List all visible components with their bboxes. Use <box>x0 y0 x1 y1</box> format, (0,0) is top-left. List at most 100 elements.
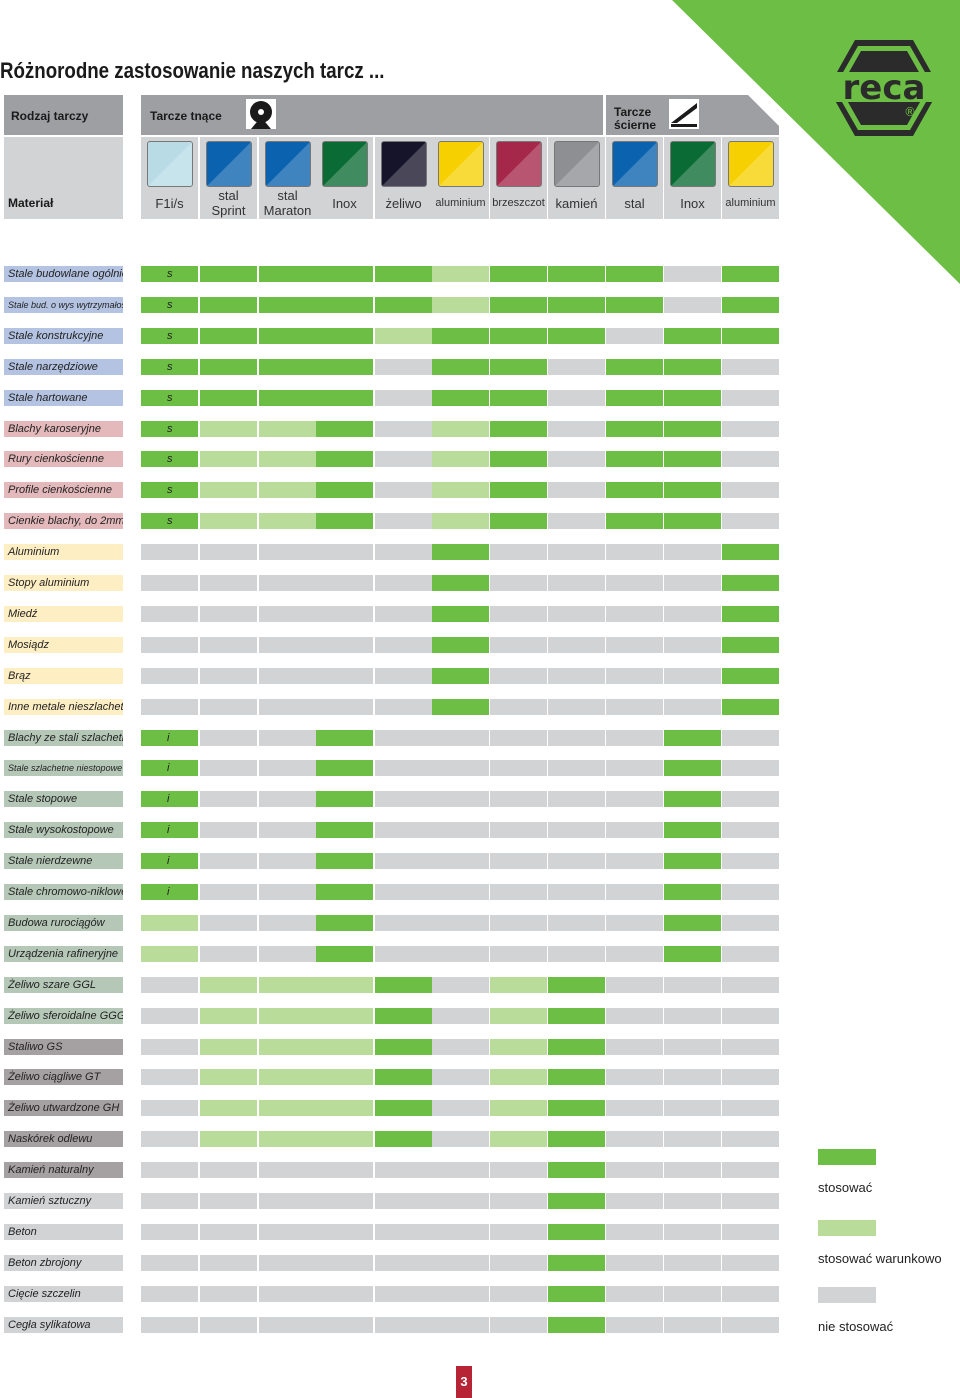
column-label-6: brzeszczot <box>492 196 545 209</box>
row-mark: i <box>167 793 170 806</box>
table-cell <box>375 945 432 962</box>
table-cell <box>200 1162 257 1179</box>
table-cell <box>432 451 489 468</box>
table-cell <box>490 327 547 344</box>
table-cell <box>606 420 663 437</box>
row-label: Stale nierdzewne <box>4 853 123 870</box>
table-cell <box>722 698 779 715</box>
disc-swatch-6 <box>496 141 542 187</box>
table-cell <box>432 296 489 313</box>
table-cell <box>722 1100 779 1117</box>
table-cell <box>259 853 316 870</box>
table-cell <box>548 636 605 653</box>
table-cell <box>432 1038 489 1055</box>
column-label-8: stal <box>624 195 645 211</box>
table-cell <box>141 1285 198 1302</box>
row-label: Inne metale nieszlachetne <box>4 698 123 715</box>
table-cell <box>606 760 663 777</box>
table-cell <box>200 482 257 499</box>
reca-logo: reca ® <box>826 40 942 136</box>
table-cell <box>432 914 489 931</box>
table-cell <box>141 698 198 715</box>
table-cell <box>375 575 432 591</box>
table-cell <box>664 266 721 282</box>
table-cell <box>375 296 432 313</box>
table-cell <box>259 1223 316 1240</box>
row-label: Stale hartowane <box>4 389 123 406</box>
row-mark: s <box>167 268 173 280</box>
table-cell <box>606 358 663 375</box>
table-cell <box>490 1285 547 1302</box>
row-label: Cięcie szczelin <box>4 1285 123 1302</box>
table-cell <box>316 605 373 622</box>
table-cell <box>548 327 605 344</box>
table-cell <box>490 513 547 530</box>
table-cell <box>722 513 779 530</box>
table-cell <box>490 451 547 468</box>
row-label: Stale narzędziowe <box>4 358 123 375</box>
table-cell <box>432 667 489 684</box>
table-cell <box>316 1100 373 1117</box>
table-cell <box>664 729 721 746</box>
table-cell <box>141 791 198 808</box>
table-cell <box>722 451 779 468</box>
table-cell <box>664 389 721 406</box>
table-cell <box>432 791 489 808</box>
table-cell <box>200 914 257 931</box>
table-cell <box>432 1193 489 1209</box>
table-cell <box>375 358 432 375</box>
table-cell <box>606 451 663 468</box>
table-cell <box>722 1285 779 1302</box>
table-cell <box>606 389 663 406</box>
table-cell <box>490 266 547 282</box>
table-cell <box>548 513 605 530</box>
table-cell <box>490 420 547 437</box>
table-cell <box>606 945 663 962</box>
table-cell <box>375 389 432 406</box>
table-cell <box>259 1254 316 1271</box>
table-cell <box>259 791 316 808</box>
table-cell <box>490 914 547 931</box>
table-cell <box>606 1007 663 1024</box>
table-cell <box>375 698 432 715</box>
row-label: Stopy aluminium <box>4 575 123 591</box>
column-label-2: stal Maraton <box>263 188 312 218</box>
table-cell <box>548 1069 605 1086</box>
table-cell <box>375 636 432 653</box>
table-cell <box>490 976 547 993</box>
table-cell <box>548 945 605 962</box>
table-cell <box>722 884 779 900</box>
row-mark: i <box>167 762 170 775</box>
table-cell <box>548 296 605 313</box>
table-cell <box>316 1069 373 1086</box>
table-cell <box>200 358 257 375</box>
disc-swatch-7 <box>554 141 600 187</box>
table-cell <box>200 1316 257 1333</box>
row-mark: s <box>167 360 173 373</box>
table-cell <box>141 296 198 313</box>
table-cell <box>375 1193 432 1209</box>
column-label-7: kamień <box>555 195 598 211</box>
table-cell <box>490 1193 547 1209</box>
table-cell <box>548 760 605 777</box>
table-cell <box>316 389 373 406</box>
table-cell <box>664 544 721 561</box>
table-cell <box>606 636 663 653</box>
row-label: Cegła sylikatowa <box>4 1316 123 1333</box>
row-label: Profile cienkościenne <box>4 482 123 499</box>
header-scierne-1: Tarcze <box>614 105 652 119</box>
table-cell <box>375 266 432 282</box>
row-label: Urządzenia rafineryjne <box>4 945 123 962</box>
table-cell <box>664 853 721 870</box>
table-cell <box>200 575 257 591</box>
table-cell <box>432 976 489 993</box>
table-cell <box>606 1254 663 1271</box>
table-cell <box>722 544 779 561</box>
table-cell <box>490 1254 547 1271</box>
table-cell <box>606 544 663 561</box>
row-mark: s <box>167 391 173 404</box>
table-cell <box>490 698 547 715</box>
column-label-3: Inox <box>332 195 357 211</box>
table-cell <box>316 698 373 715</box>
table-cell <box>316 1038 373 1055</box>
